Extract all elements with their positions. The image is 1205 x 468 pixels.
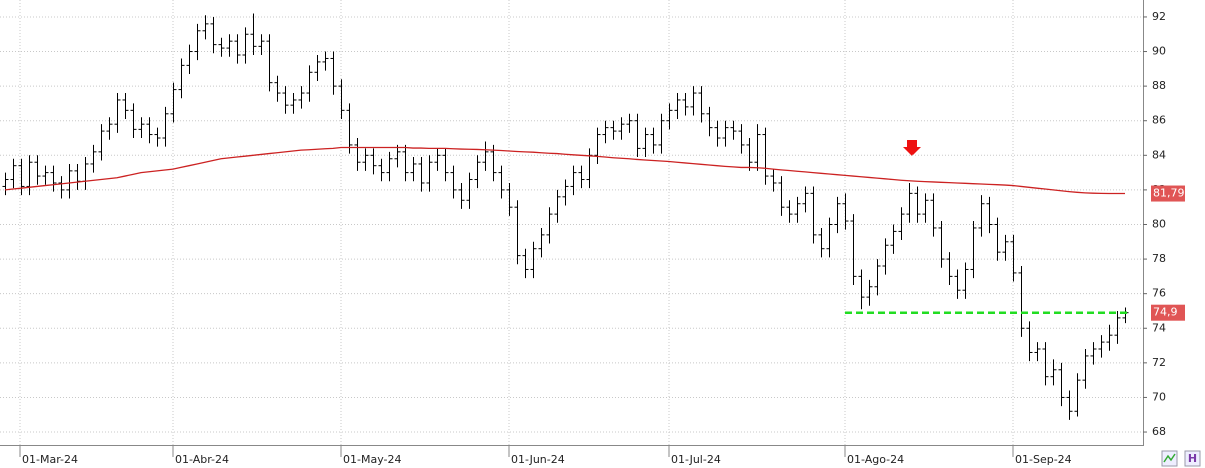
x-tick-label: 01-Ago-24 [847,453,904,466]
price-label: 74,9 [1153,306,1178,319]
x-tick-label: 01-Sep-24 [1015,453,1072,466]
x-tick-label: 01-Abr-24 [175,453,229,466]
y-tick-label: 92 [1152,10,1166,23]
y-tick-label: 76 [1152,287,1166,300]
price-label-box [1151,304,1185,321]
y-tick-label: 88 [1152,79,1166,92]
y-tick-label: 80 [1152,217,1166,230]
y-tick-label: 84 [1152,148,1166,161]
signal-arrow [903,140,921,156]
x-tick-label: 01-May-24 [343,453,401,466]
zoom-icon-glyph [1163,453,1176,463]
y-tick-label: 86 [1152,114,1166,127]
x-tick-label: 01-Jun-24 [511,453,565,466]
price-label: 81,79 [1153,187,1185,200]
y-tick-label: 78 [1152,252,1166,265]
x-tick-label: 01-Mar-24 [22,453,78,466]
settings-icon-glyph: H [1188,452,1197,465]
y-tick-label: 70 [1152,390,1166,403]
y-tick-label: 68 [1152,425,1166,438]
y-tick-label: 74 [1152,321,1166,334]
settings-icon[interactable] [1184,450,1201,467]
y-tick-label: 72 [1152,356,1166,369]
price-label-box [1151,185,1185,202]
moving-average-line [4,146,1125,195]
x-tick-label: 01-Jul-24 [671,453,721,466]
y-tick-label: 90 [1152,45,1166,58]
